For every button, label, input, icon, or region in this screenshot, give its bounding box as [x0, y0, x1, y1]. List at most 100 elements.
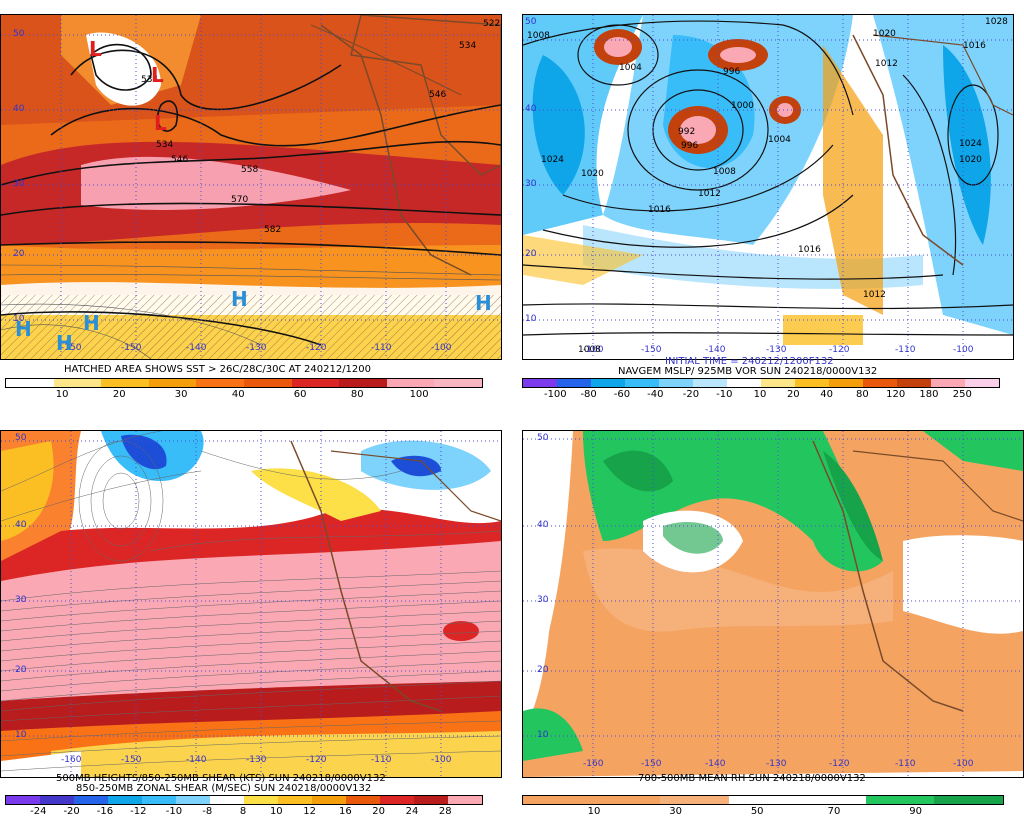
colorbar-swatch	[414, 796, 448, 804]
colorbar-swatch	[434, 379, 482, 387]
colorbar	[522, 795, 1004, 805]
lon-label: -100	[953, 759, 974, 769]
lon-label: -110	[371, 755, 392, 765]
lon-label: -140	[186, 755, 207, 765]
isobar-label: 1012	[863, 290, 886, 300]
isobar-label: 1024	[541, 155, 564, 165]
colorbar-swatch	[727, 379, 761, 387]
colorbar-tick: 10	[753, 389, 767, 400]
colorbar-swatch	[659, 379, 693, 387]
contour-label: 546	[171, 155, 189, 165]
colorbar-swatch	[829, 379, 863, 387]
lon-label: -120	[829, 759, 850, 769]
lat-label: 30	[15, 595, 27, 605]
high-symbol: H	[15, 317, 32, 341]
colorbar-swatch	[210, 796, 244, 804]
lon-label: -110	[895, 759, 916, 769]
shear-field	[1, 431, 501, 777]
colorbar-tick: 30	[669, 806, 682, 817]
panel-caption: NAVGEM MSLP/ 925MB VOR SUN 240218/0000V1…	[618, 366, 878, 377]
colorbar-swatch	[243, 379, 292, 387]
colorbar-tick: 80	[855, 389, 869, 400]
colorbar-swatch	[244, 796, 278, 804]
colorbar-tick: 250	[952, 389, 972, 400]
panel-caption: 850-250MB ZONAL SHEAR (M/SEC) SUN 240218…	[76, 783, 372, 794]
contour-label: 558	[241, 165, 259, 175]
colorbar-swatch	[625, 379, 659, 387]
lat-label: 10	[537, 730, 549, 740]
colorbar-swatch	[523, 379, 557, 387]
colorbar-swatch	[523, 796, 592, 804]
lat-label: 50	[15, 433, 27, 443]
high-symbol: H	[83, 311, 100, 335]
colorbar-tick: 60	[293, 389, 307, 400]
isobar-label: 1020	[873, 29, 896, 39]
lat-label: 50	[13, 29, 25, 39]
contour-label: 522	[483, 19, 501, 29]
colorbar-swatch	[142, 796, 176, 804]
colorbar-swatch	[797, 796, 866, 804]
lon-label: -130	[246, 343, 267, 353]
lat-label: 20	[537, 665, 549, 675]
isobar-label: 1016	[963, 41, 986, 51]
colorbar-ticks: -24 -20 -16 -12 -10 -8 8 10 12 16 20 24 …	[5, 806, 481, 818]
colorbar-tick: -10	[716, 389, 733, 400]
colorbar-swatch	[148, 379, 197, 387]
colorbar-tick: 180	[919, 389, 939, 400]
map-zonal-shear[interactable]: 50 40 30 20 10 -160 -150 -140 -130 -120 …	[0, 430, 502, 778]
vorticity-field	[523, 15, 1013, 359]
panel-caption: HATCHED AREA SHOWS SST > 26C/28C/30C AT …	[64, 364, 372, 375]
isobar-label: 1016	[798, 245, 821, 255]
colorbar-tick: -10	[165, 806, 183, 817]
map-mean-rh[interactable]: 50 40 30 20 10 -160 -150 -140 -130 -120 …	[522, 430, 1024, 778]
lon-label: -130	[766, 345, 787, 355]
lon-label: -130	[766, 759, 787, 769]
colorbar-ticks: -100 -80 -60 -40 -20 -10 10 20 40 80 120…	[522, 389, 998, 401]
colorbar-tick: 12	[303, 806, 316, 817]
colorbar-tick: 10	[269, 806, 283, 817]
colorbar-swatch	[6, 379, 54, 387]
colorbar-swatch	[934, 796, 1004, 804]
lon-label: -150	[121, 755, 142, 765]
lat-label: 20	[525, 249, 537, 259]
map-mslp-vorticity[interactable]: 50 40 30 20 10 -160 -150 -140 -130 -120 …	[522, 14, 1014, 360]
colorbar-swatch	[897, 379, 931, 387]
isobar-label: 1024	[959, 139, 982, 149]
lon-label: -120	[306, 755, 327, 765]
colorbar-swatch	[6, 796, 40, 804]
colorbar-tick: 20	[786, 389, 800, 400]
colorbar	[5, 378, 483, 388]
colorbar-tick: -12	[130, 806, 147, 817]
colorbar-swatch	[278, 796, 312, 804]
lon-label: -140	[705, 759, 726, 769]
colorbar-tick: 16	[338, 806, 352, 817]
panel-caption-heights: 500MB HEIGHTS/850-250MB SHEAR (KTS) SUN …	[56, 773, 386, 784]
isobar-label: 1008	[527, 31, 550, 41]
colorbar-swatch	[795, 379, 829, 387]
lat-label: 20	[15, 665, 27, 675]
colorbar-tick: -80	[580, 389, 597, 400]
contour-label: 570	[231, 195, 249, 205]
colorbar-tick: 20	[372, 806, 386, 817]
colorbar-tick: -40	[647, 389, 664, 400]
lon-label: -160	[583, 759, 604, 769]
isobar-label: 1008	[578, 345, 601, 355]
lon-label: -150	[641, 345, 662, 355]
contour-label: 546	[429, 90, 447, 100]
colorbar-swatch	[196, 379, 244, 387]
isobar-label: 1012	[698, 189, 721, 199]
colorbar-swatch	[176, 796, 210, 804]
colorbar-swatch	[312, 796, 346, 804]
colorbar-swatch	[965, 379, 999, 387]
low-symbol: L	[154, 111, 167, 135]
lon-label: -120	[306, 343, 327, 353]
colorbar-swatch	[101, 379, 149, 387]
colorbar-swatch	[865, 796, 935, 804]
colorbar-tick: 100	[409, 389, 429, 400]
colorbar-tick: 120	[886, 389, 906, 400]
map-sst-heights[interactable]: 50 40 30 20 10 -150 -150 -140 -130 -120 …	[0, 14, 502, 360]
colorbar-tick: 10	[55, 389, 69, 400]
colorbar-swatch	[761, 379, 795, 387]
lon-label: -140	[186, 343, 207, 353]
lat-label: 10	[525, 314, 537, 324]
